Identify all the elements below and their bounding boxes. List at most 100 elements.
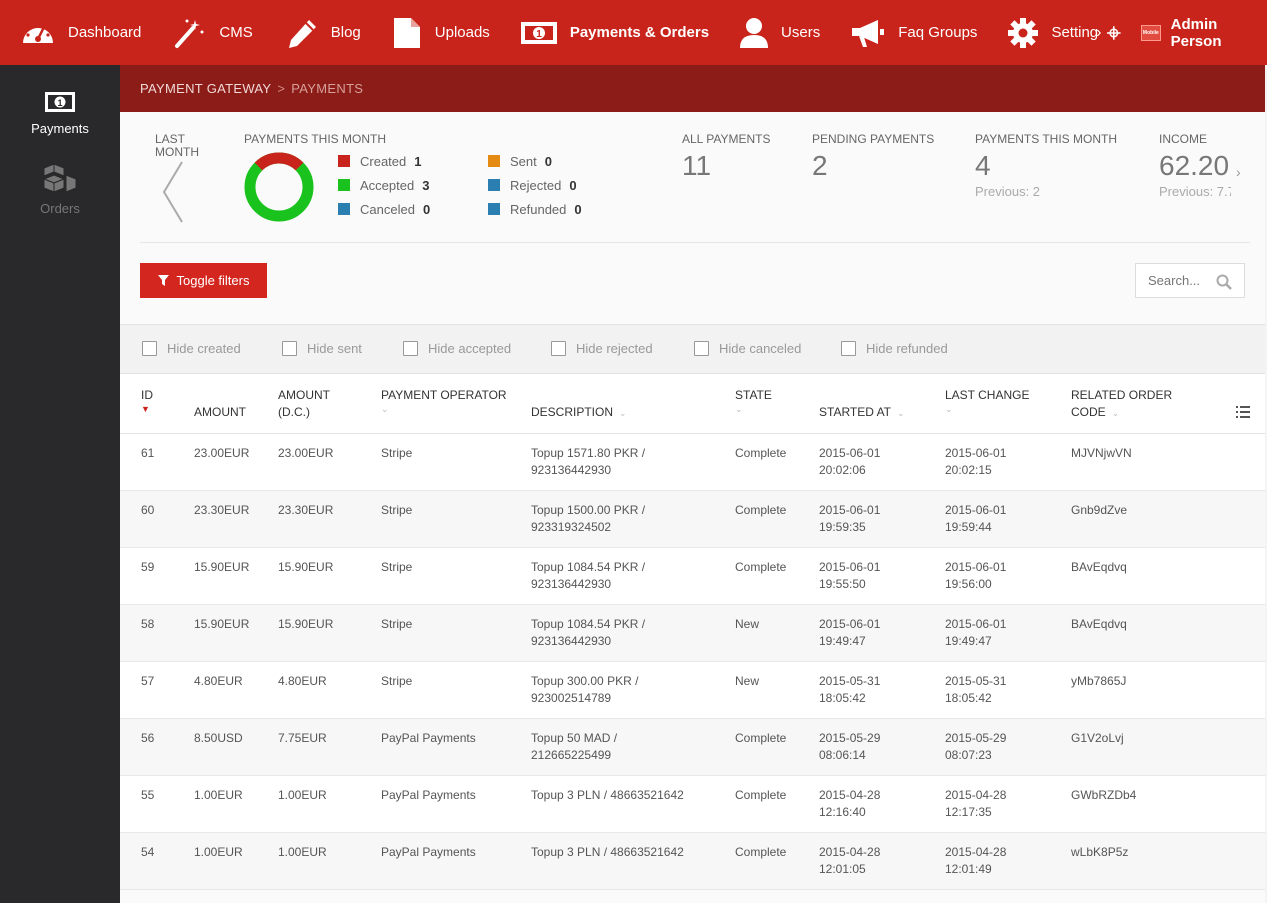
table-cell-start-date: 2015-06-01 19:49:47 [819, 616, 899, 650]
cell-text: G1V2oLvj [1071, 731, 1124, 745]
table-row[interactable]: 57 4.80EUR 4.80EUR Stripe Topup 300.00 PKR /… [120, 662, 1265, 719]
checkbox[interactable] [142, 341, 157, 356]
breadcrumb-parent[interactable]: PAYMENT GATEWAY [140, 81, 272, 96]
checkbox[interactable] [841, 341, 856, 356]
kpi-previous: Previous: 2 [975, 184, 1041, 199]
admin-user-menu[interactable]: Mobile Co Admin Person [1141, 16, 1267, 50]
table-cell-start-date: 2015-04-28 12:01:05 [819, 844, 899, 878]
table-cell-amount: 1.00EUR [194, 844, 243, 861]
nav-blog[interactable]: Blog [265, 0, 373, 65]
cell-text: 12:17:35 [945, 805, 992, 819]
cell-text: 61 [141, 446, 155, 460]
nav-payments-orders[interactable]: 1 Payments & Orders [502, 0, 721, 65]
nav-overflow-chevron-icon[interactable]: › [1096, 23, 1102, 41]
sidebar-item-payments[interactable]: 1 Payments [0, 91, 120, 136]
sidebar-item-orders[interactable]: Orders [0, 163, 120, 216]
breadcrumb-separator: > [277, 81, 286, 96]
toggle-filters-button[interactable]: Toggle filters [140, 263, 267, 298]
checkbox[interactable] [694, 341, 709, 356]
table-row[interactable]: 56 8.50USD 7.75EUR PayPal Payments Topup 50 … [120, 719, 1265, 776]
filter-label: Hide accepted [428, 341, 512, 356]
nav-uploads[interactable]: Uploads [373, 0, 502, 65]
cell-text: GWbRZDb4 [1071, 788, 1137, 802]
cell-text: 08:06:14 [819, 748, 866, 762]
move-icon[interactable] [1107, 24, 1122, 42]
legend-swatch [338, 155, 350, 167]
checkbox[interactable] [282, 341, 297, 356]
cell-text: 58 [141, 617, 155, 631]
cell-text: 12:16:40 [819, 805, 866, 819]
nav-setting[interactable]: Setting [989, 0, 1098, 65]
filter-hide-sent[interactable]: Hide sent [282, 341, 362, 356]
table-cell-id: 55 [141, 787, 154, 804]
table-cell-state: New [735, 616, 759, 633]
column-header-amount[interactable]: AMOUNT [194, 404, 246, 421]
table-cell-operator: PayPal Payments [381, 844, 476, 861]
column-header-description[interactable]: DESCRIPTION ⌄ [531, 404, 627, 422]
cell-text: 923136442930 [531, 577, 612, 591]
payments-donut-chart [244, 152, 314, 222]
column-menu-list-icon[interactable] [1236, 406, 1250, 418]
table-cell-start-date: 2015-06-01 20:02:06 [819, 445, 899, 479]
nav-label: Users [781, 24, 821, 41]
kpi-value: 2 [812, 150, 828, 181]
sort-caret-icon: ⌄ [381, 404, 389, 414]
checkbox[interactable] [403, 341, 418, 356]
cell-text: 2015-06-01 [819, 617, 881, 631]
column-header-last-change[interactable]: LAST CHANGE ⌄ [945, 387, 1029, 414]
table-cell-code: GWbRZDb4 [1071, 787, 1136, 804]
cell-text: 923319324502 [531, 520, 612, 534]
nav-cms[interactable]: CMS [153, 0, 264, 65]
cell-text: 55 [141, 788, 155, 802]
cell-text: 19:56:00 [945, 577, 992, 591]
cell-text: 4.80EUR [278, 674, 327, 688]
column-header-related-order-code[interactable]: RELATED ORDER CODE ⌄ [1071, 387, 1172, 422]
cell-text: PayPal Payments [381, 788, 476, 802]
column-header-started-at[interactable]: STARTED AT ⌄ [819, 404, 905, 422]
cell-text: 1.00EUR [194, 845, 243, 859]
company-logo: Mobile Co [1141, 24, 1161, 41]
previous-month-arrow-icon[interactable] [160, 160, 186, 224]
filter-hide-created[interactable]: Hide created [142, 341, 241, 356]
table-row[interactable]: 59 15.90EUR 15.90EUR Stripe Topup 1084.54 PK… [120, 548, 1265, 605]
table-row[interactable]: 55 1.00EUR 1.00EUR PayPal Payments Topup 3 P… [120, 776, 1265, 833]
table-row[interactable]: 60 23.30EUR 23.30EUR Stripe Topup 1500.00 PK… [120, 491, 1265, 548]
search-box[interactable] [1135, 263, 1245, 298]
column-header-id[interactable]: ID ▼ [141, 387, 153, 414]
legend-swatch [488, 155, 500, 167]
filter-hide-rejected[interactable]: Hide rejected [551, 341, 653, 356]
search-icon[interactable] [1216, 274, 1232, 290]
table-cell-state: New [735, 673, 759, 690]
table-cell-desc1: Topup 300.00 PKR / 923002514789 [531, 673, 721, 707]
cell-text: 2015-04-28 [819, 845, 881, 859]
next-kpi-chevron-icon[interactable]: › [1236, 164, 1241, 180]
nav-label: Blog [330, 24, 361, 41]
sort-caret-icon: ⌄ [897, 408, 905, 418]
cell-text: Stripe [381, 674, 413, 688]
cell-text: 57 [141, 674, 155, 688]
table-cell-amount: 23.30EUR [194, 502, 249, 519]
column-header-label: STARTED AT [819, 405, 892, 419]
kpi-all-payments: ALL PAYMENTS 11 [682, 132, 770, 182]
column-header-state[interactable]: STATE ⌄ [735, 387, 772, 414]
table-row[interactable]: 58 15.90EUR 15.90EUR Stripe Topup 1084.54 PK… [120, 605, 1265, 662]
nav-users[interactable]: Users [721, 0, 832, 65]
filter-hide-canceled[interactable]: Hide canceled [694, 341, 801, 356]
checkbox[interactable] [551, 341, 566, 356]
cell-text: 2015-04-28 [945, 788, 1007, 802]
nav-faq-groups[interactable]: Faq Groups [832, 0, 989, 65]
table-row[interactable]: 54 1.00EUR 1.00EUR PayPal Payments Topup 3 P… [120, 833, 1265, 890]
table-cell-last-date: 2015-04-28 12:01:49 [945, 844, 1025, 878]
nav-dashboard[interactable]: Dashboard [0, 0, 153, 65]
legend-label: Created [360, 153, 407, 169]
table-row[interactable]: 61 23.00EUR 23.00EUR Stripe Topup 1571.80 PK… [120, 434, 1265, 491]
user-icon [740, 17, 769, 48]
column-header-amount-dc[interactable]: AMOUNT (D.C.) [278, 387, 330, 421]
legend-count: 0 [422, 201, 431, 217]
column-header-payment-operator[interactable]: PAYMENT OPERATOR ⌄ [381, 387, 507, 414]
filter-hide-accepted[interactable]: Hide accepted [403, 341, 511, 356]
search-input[interactable] [1148, 273, 1218, 288]
table-header: ID ▼ AMOUNT AMOUNT (D.C.) PAYMENT OPERAT… [120, 374, 1265, 434]
filter-hide-refunded[interactable]: Hide refunded [841, 341, 948, 356]
cell-text: 2015-06-01 [819, 560, 881, 574]
